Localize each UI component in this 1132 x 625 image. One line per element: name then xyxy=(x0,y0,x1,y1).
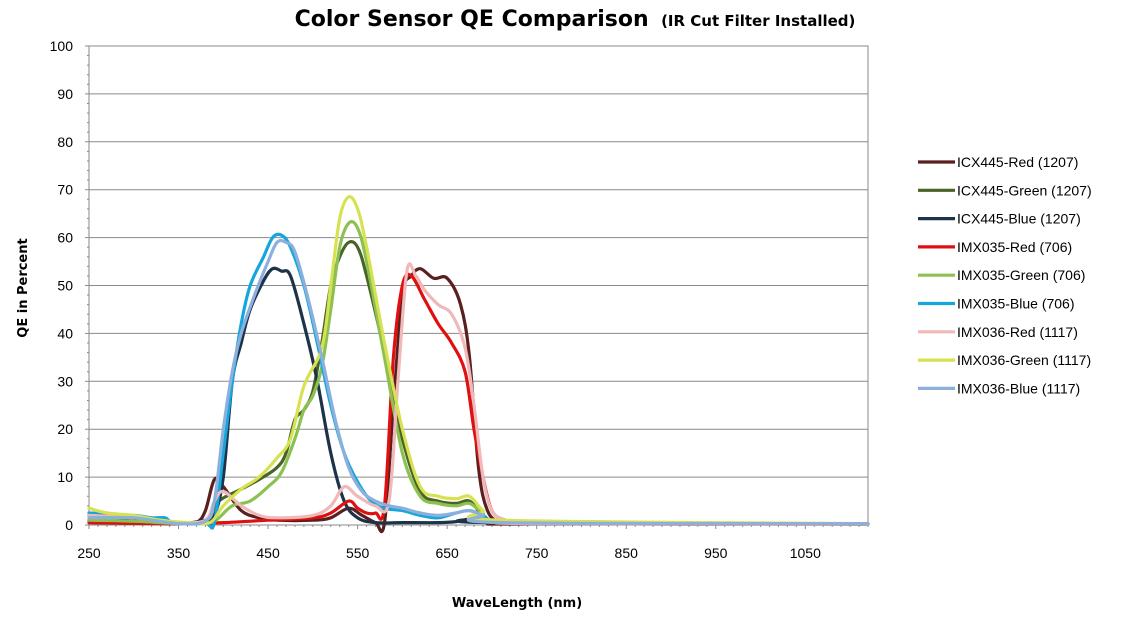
y-tick-label: 20 xyxy=(57,421,73,437)
series-line-imx036-green-1117 xyxy=(87,195,870,526)
series-line-imx035-green-706 xyxy=(87,220,870,526)
legend-label-imx036-green-1117: IMX036-Green (1117) xyxy=(957,352,1091,368)
x-tick-label: 350 xyxy=(167,545,191,561)
legend-label-imx035-blue-706: IMX035-Blue (706) xyxy=(957,296,1075,312)
y-axis-ticks: 0 10 20 30 40 50 60 70 80 90 100 xyxy=(50,38,89,533)
legend-label-imx036-blue-1117: IMX036-Blue (1117) xyxy=(957,380,1080,396)
y-tick-label: 40 xyxy=(57,325,73,341)
series-line-icx445-red-1207 xyxy=(87,267,870,534)
y-tick-label: 100 xyxy=(50,38,74,54)
legend-label-icx445-red-1207: ICX445-Red (1207) xyxy=(957,154,1078,170)
x-tick-label: 250 xyxy=(77,545,101,561)
x-tick-label: 450 xyxy=(256,545,280,561)
legend-label-imx035-red-706: IMX035-Red (706) xyxy=(957,239,1072,255)
y-tick-label: 0 xyxy=(65,517,73,533)
x-tick-label: 1050 xyxy=(790,545,821,561)
legend: ICX445-Red (1207) ICX445-Green (1207) ICX4… xyxy=(918,154,1092,396)
x-tick-label: 650 xyxy=(435,545,459,561)
series-line-icx445-green-1207 xyxy=(87,240,870,526)
series-lines xyxy=(87,195,870,534)
x-tick-label: 750 xyxy=(525,545,549,561)
chart-title-main: Color Sensor QE Comparison xyxy=(295,7,649,32)
chart-title: Color Sensor QE Comparison (IR Cut Filte… xyxy=(295,7,856,32)
y-tick-label: 90 xyxy=(57,86,73,102)
y-tick-label: 60 xyxy=(57,230,73,246)
gridlines xyxy=(89,45,868,478)
y-tick-label: 80 xyxy=(57,134,73,150)
series-line-icx445-blue-1207 xyxy=(87,266,870,526)
legend-label-imx035-green-706: IMX035-Green (706) xyxy=(957,267,1085,283)
y-axis-label: QE in Percent xyxy=(16,238,31,337)
x-tick-label: 550 xyxy=(346,545,370,561)
series-line-imx036-blue-1117 xyxy=(87,238,870,526)
x-tick-label: 950 xyxy=(704,545,728,561)
legend-label-icx445-green-1207: ICX445-Green (1207) xyxy=(957,182,1092,198)
chart-subtitle: (IR Cut Filter Installed) xyxy=(661,12,855,30)
y-tick-label: 50 xyxy=(57,278,73,294)
y-tick-label: 30 xyxy=(57,373,73,389)
y-tick-label: 10 xyxy=(57,469,73,485)
x-axis-ticks: 250 350 450 550 650 750 850 950 1050 xyxy=(77,525,869,561)
y-tick-label: 70 xyxy=(57,182,73,198)
series-line-imx036-red-1117 xyxy=(87,262,870,526)
x-axis-label: WaveLength (nm) xyxy=(452,596,582,611)
x-tick-label: 850 xyxy=(615,545,639,561)
legend-label-icx445-blue-1207: ICX445-Blue (1207) xyxy=(957,211,1081,227)
series-line-imx035-red-706 xyxy=(87,272,870,526)
legend-label-imx036-red-1117: IMX036-Red (1117) xyxy=(957,324,1078,340)
